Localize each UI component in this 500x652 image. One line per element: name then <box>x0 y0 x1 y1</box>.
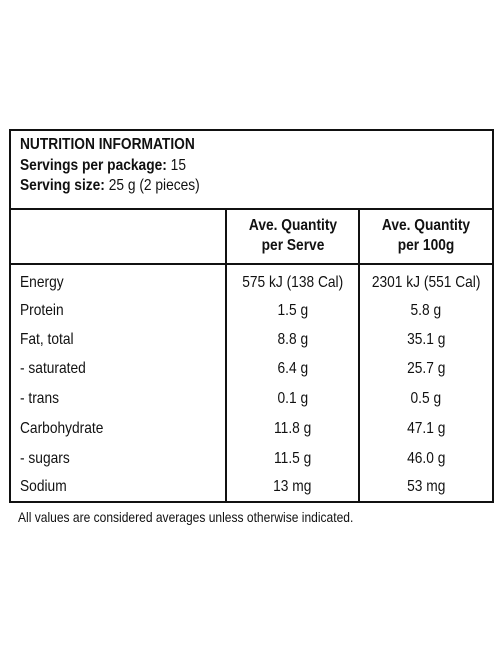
table-row: Energy 575 kJ (138 Cal) 2301 kJ (551 Cal… <box>11 268 492 298</box>
per-serve-value: 8.8 g <box>277 331 308 348</box>
table-row: Fat, total 8.8 g 35.1 g <box>11 325 492 355</box>
table-row: - saturated 6.4 g 25.7 g <box>11 354 492 384</box>
table-row: Protein 1.5 g 5.8 g <box>11 296 492 326</box>
column-header-per-100g: Ave. Quantity per 100g <box>360 216 492 256</box>
column-header-per-serve-label: Ave. Quantity per Serve <box>248 217 337 254</box>
nutrient-name: - saturated <box>20 360 86 377</box>
column-divider <box>225 208 227 501</box>
table-row: - sugars 11.5 g 46.0 g <box>11 444 492 474</box>
per-100g-value: 25.7 g <box>406 360 446 377</box>
panel-header: NUTRITION INFORMATION Servings per packa… <box>11 131 492 210</box>
nutrition-panel: NUTRITION INFORMATION Servings per packa… <box>9 129 494 503</box>
servings-label: Servings per package: <box>20 157 167 174</box>
per-serve-value: 13 mg <box>273 478 312 495</box>
per-serve-value: 575 kJ (138 Cal) <box>242 274 343 291</box>
nutrient-name: Fat, total <box>20 331 74 348</box>
serving-size-label: Serving size: <box>20 177 105 194</box>
per-100g-value: 47.1 g <box>406 420 446 437</box>
per-serve-value: 1.5 g <box>277 302 308 319</box>
table-row: - trans 0.1 g 0.5 g <box>11 384 492 414</box>
per-serve-value: 6.4 g <box>277 360 308 377</box>
column-header-per-100g-label: Ave. Quantity per 100g <box>381 217 471 254</box>
column-divider <box>358 208 360 501</box>
table-row: Carbohydrate 11.8 g 47.1 g <box>11 414 492 444</box>
per-serve-value: 0.1 g <box>277 390 308 407</box>
per-serve-value: 11.8 g <box>273 420 312 437</box>
per-100g-value: 5.8 g <box>410 302 442 319</box>
footnote: All values are considered averages unles… <box>18 509 354 525</box>
panel-title: NUTRITION INFORMATION <box>20 136 195 153</box>
nutrient-name: - trans <box>20 390 59 407</box>
per-serve-value: 11.5 g <box>273 450 312 467</box>
table-row: Sodium 13 mg 53 mg <box>11 472 492 502</box>
nutrient-name: Energy <box>20 274 64 291</box>
nutrient-name: Sodium <box>20 478 67 495</box>
per-100g-value: 35.1 g <box>406 331 446 348</box>
servings-per-package: Servings per package: 15 <box>20 156 186 176</box>
per-100g-value: 53 mg <box>406 478 446 495</box>
serving-size-value: 25 g (2 pieces) <box>108 177 200 194</box>
column-header-row: Ave. Quantity per Serve Ave. Quantity pe… <box>11 208 492 265</box>
servings-value: 15 <box>170 157 186 174</box>
nutrient-name: Carbohydrate <box>20 420 104 437</box>
column-header-per-serve: Ave. Quantity per Serve <box>227 216 358 256</box>
nutrient-name: - sugars <box>20 450 70 467</box>
per-100g-value: 2301 kJ (551 Cal) <box>371 274 481 291</box>
per-100g-value: 0.5 g <box>410 390 442 407</box>
nutrient-name: Protein <box>20 302 64 319</box>
serving-size: Serving size: 25 g (2 pieces) <box>20 176 200 196</box>
per-100g-value: 46.0 g <box>406 450 446 467</box>
